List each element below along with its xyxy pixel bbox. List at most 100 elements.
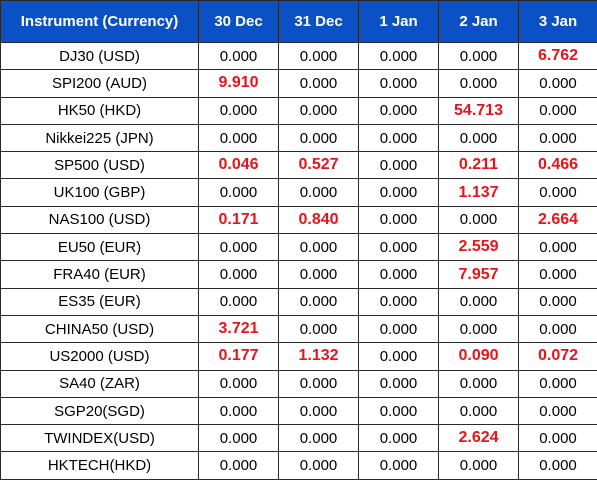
instrument-cell: Nikkei225 (JPN) [1, 124, 199, 151]
value-cell: 0.000 [359, 315, 439, 342]
value-cell: 0.000 [199, 179, 279, 206]
value-cell: 0.000 [279, 315, 359, 342]
value-cell: 0.000 [279, 70, 359, 97]
value-cell-highlighted: 0.211 [439, 152, 519, 179]
value-cell: 0.000 [359, 206, 439, 233]
value-cell: 0.000 [519, 70, 597, 97]
instrument-cell: NAS100 (USD) [1, 206, 199, 233]
instrument-cell: TWINDEX(USD) [1, 425, 199, 452]
table-header: Instrument (Currency) 30 Dec 31 Dec 1 Ja… [1, 1, 597, 43]
value-cell: 0.000 [359, 370, 439, 397]
value-cell-highlighted: 0.466 [519, 152, 597, 179]
value-cell-highlighted: 0.840 [279, 206, 359, 233]
value-cell: 0.000 [359, 343, 439, 370]
header-date: 2 Jan [439, 1, 519, 43]
value-cell: 0.000 [519, 234, 597, 261]
value-cell: 0.000 [519, 97, 597, 124]
value-cell-highlighted: 6.762 [519, 43, 597, 70]
value-cell: 0.000 [279, 43, 359, 70]
value-cell-highlighted: 2.664 [519, 206, 597, 233]
value-cell: 0.000 [439, 124, 519, 151]
value-cell: 0.000 [439, 288, 519, 315]
instrument-cell: UK100 (GBP) [1, 179, 199, 206]
value-cell: 0.000 [279, 179, 359, 206]
value-cell: 0.000 [519, 397, 597, 424]
instrument-cell: DJ30 (USD) [1, 43, 199, 70]
value-cell: 0.000 [199, 370, 279, 397]
value-cell-highlighted: 0.177 [199, 343, 279, 370]
value-cell: 0.000 [199, 397, 279, 424]
value-cell: 0.000 [519, 315, 597, 342]
value-cell: 0.000 [279, 97, 359, 124]
header-date: 30 Dec [199, 1, 279, 43]
instrument-cell: HKTECH(HKD) [1, 452, 199, 479]
value-cell: 0.000 [519, 370, 597, 397]
value-cell: 0.000 [279, 261, 359, 288]
instrument-cell: FRA40 (EUR) [1, 261, 199, 288]
value-cell-highlighted: 2.624 [439, 425, 519, 452]
value-cell: 0.000 [199, 425, 279, 452]
header-date: 3 Jan [519, 1, 597, 43]
instrument-cell: SA40 (ZAR) [1, 370, 199, 397]
header-date: 1 Jan [359, 1, 439, 43]
value-cell: 0.000 [359, 397, 439, 424]
value-cell-highlighted: 9.910 [199, 70, 279, 97]
value-cell: 0.000 [439, 43, 519, 70]
value-cell: 0.000 [279, 288, 359, 315]
value-cell: 0.000 [279, 370, 359, 397]
value-cell-highlighted: 2.559 [439, 234, 519, 261]
instrument-cell: US2000 (USD) [1, 343, 199, 370]
value-cell: 0.000 [359, 288, 439, 315]
value-cell: 0.000 [199, 261, 279, 288]
header-instrument: Instrument (Currency) [1, 1, 199, 43]
value-cell: 0.000 [359, 261, 439, 288]
value-cell-highlighted: 0.072 [519, 343, 597, 370]
value-cell: 0.000 [199, 288, 279, 315]
value-cell-highlighted: 54.713 [439, 97, 519, 124]
value-cell: 0.000 [279, 234, 359, 261]
value-cell: 0.000 [279, 124, 359, 151]
value-cell-highlighted: 1.132 [279, 343, 359, 370]
value-cell: 0.000 [359, 425, 439, 452]
value-cell: 0.000 [279, 452, 359, 479]
header-row: Instrument (Currency) 30 Dec 31 Dec 1 Ja… [1, 1, 597, 43]
value-cell: 0.000 [279, 397, 359, 424]
value-cell: 0.000 [439, 70, 519, 97]
instrument-cell: SPI200 (AUD) [1, 70, 199, 97]
value-cell: 0.000 [439, 315, 519, 342]
value-cell: 0.000 [199, 124, 279, 151]
value-cell: 0.000 [359, 70, 439, 97]
value-cell: 0.000 [439, 452, 519, 479]
value-cell: 0.000 [359, 452, 439, 479]
value-cell: 0.000 [359, 179, 439, 206]
header-date: 31 Dec [279, 1, 359, 43]
instrument-cell: CHINA50 (USD) [1, 315, 199, 342]
instrument-cell: SP500 (USD) [1, 152, 199, 179]
value-cell: 0.000 [519, 452, 597, 479]
value-cell: 0.000 [359, 234, 439, 261]
value-cell: 0.000 [359, 97, 439, 124]
value-cell: 0.000 [519, 425, 597, 452]
value-cell-highlighted: 0.171 [199, 206, 279, 233]
value-cell: 0.000 [519, 124, 597, 151]
value-cell-highlighted: 7.957 [439, 261, 519, 288]
instrument-cell: SGP20(SGD) [1, 397, 199, 424]
instrument-cell: HK50 (HKD) [1, 97, 199, 124]
value-cell: 0.000 [279, 425, 359, 452]
value-cell: 0.000 [359, 152, 439, 179]
